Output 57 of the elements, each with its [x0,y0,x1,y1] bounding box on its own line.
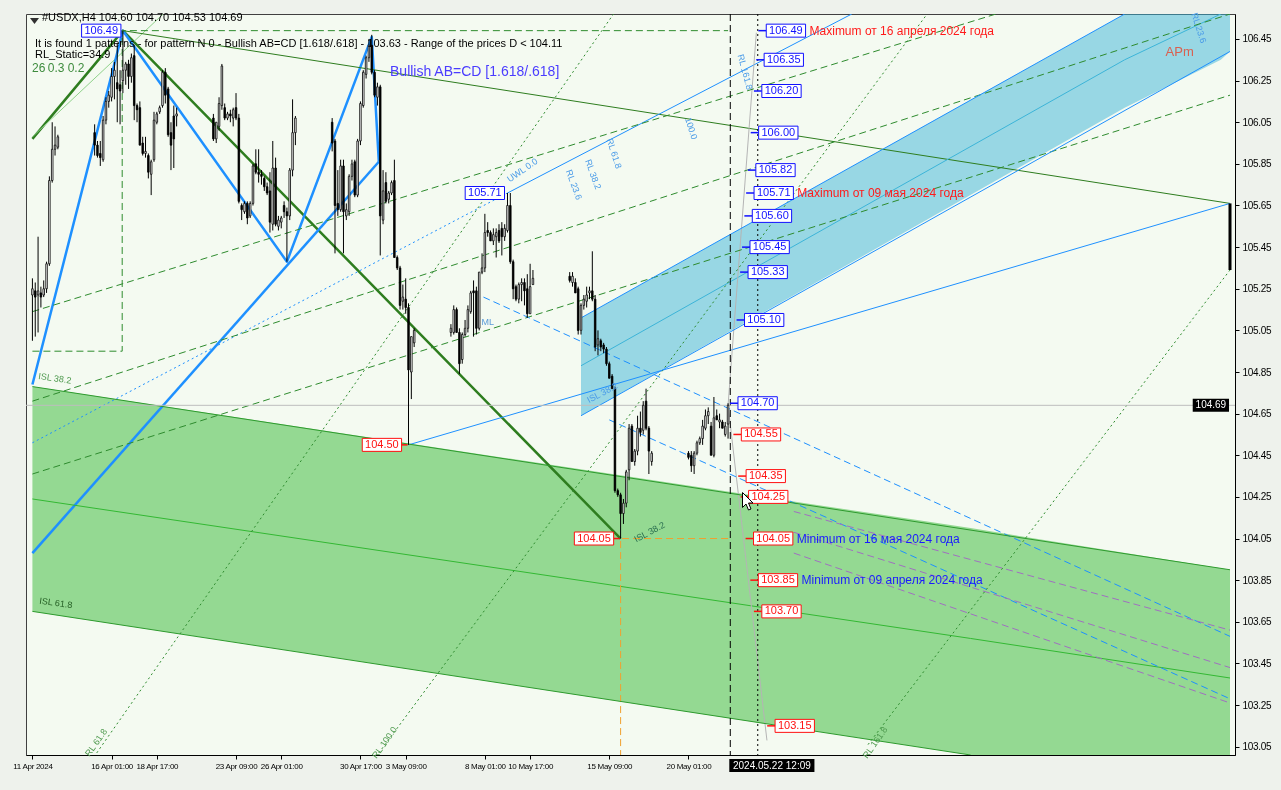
y-tick-label: 103.85 [1242,574,1273,586]
annotation: ISL 38.2 [585,380,620,406]
annotation: RL 61.8 [604,137,624,170]
annotation: 104.55 [744,427,778,440]
annotation: RL 161.8 [735,53,755,91]
y-tick-label: 103.65 [1242,616,1273,628]
annotation: Bullish AB=CD [1.618/.618] [390,63,560,79]
annotation: APm [1165,44,1194,59]
annotation: ISL 38.2 [37,371,72,386]
y-tick-label: 106.05 [1242,116,1273,128]
annotation: RL 38.2 [583,157,604,191]
annotation: 105.60 [755,208,789,221]
annotation: 104.50 [365,437,399,450]
annotation: 100.0 [683,116,700,141]
x-tick-label: 26 Apr 01:00 [260,761,304,771]
annotation: 105.71 [468,186,502,199]
annotation: RL 23.6 [1189,11,1209,45]
y-tick-label: 104.05 [1242,533,1273,545]
y-tick-label: 105.25 [1242,283,1273,295]
annotation: 0.2 [67,61,85,75]
y-tick-label: 104.25 [1242,491,1273,503]
annotation: 26 [31,61,46,75]
annotation: Minimum от 16 мая 2024 года [796,531,961,546]
annotation: 0.3 [47,61,65,75]
y-tick-label: 105.45 [1242,241,1273,253]
x-tick-label: 20 May 01:00 [666,761,713,771]
y-tick-label: 103.05 [1242,741,1273,753]
y-tick-label: 105.85 [1242,158,1273,170]
annotation: 104.05 [577,531,611,544]
y-tick-label: 104.85 [1242,366,1273,378]
x-tick-label: 3 May 09:00 [385,761,428,771]
annotation: 105.10 [747,312,781,325]
x-tick-label: 15 May 09:00 [587,761,634,771]
annotation: RL 23.6 [563,168,585,202]
annotation: Minimum от 09 апреля 2024 года [801,573,984,588]
annotation: ML [481,317,494,328]
annotation: 106.49 [769,23,803,36]
x-tick-label: 30 Apr 17:00 [340,761,383,771]
annotation: ISL 38.2 [632,519,667,545]
y-tick-label: 104.45 [1242,449,1273,461]
x-tick-label: 18 Apr 17:00 [136,761,180,771]
y-tick-label: 105.05 [1242,324,1273,336]
x-tick-label: 11 Apr 2024 [13,761,54,771]
x-tick-label: 10 May 17:00 [508,761,554,771]
x-tick-label: 16 Apr 01:00 [91,761,134,771]
annotation: UWL 0.0 [505,156,540,185]
y-tick-label: 104.65 [1242,408,1273,420]
annotation: Maximum от 09 мая 2024 года [797,186,964,201]
y-tick-label: 103.25 [1242,699,1273,711]
x-tick-label: 23 Apr 09:00 [215,761,259,771]
y-tick-label: 106.25 [1242,75,1273,87]
x-tick-label: 8 May 01:00 [465,761,507,771]
annotation: 103.85 [761,573,795,586]
y-tick-label: 103.45 [1242,657,1273,669]
annotation: ISL 61.8 [38,595,73,611]
y-tick-label: 105.65 [1242,199,1273,211]
y-tick-label: 106.45 [1242,33,1273,45]
